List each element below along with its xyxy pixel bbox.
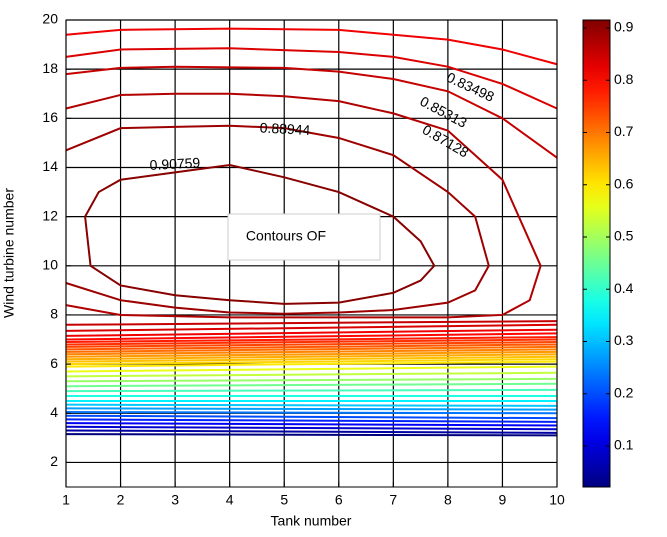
x-tick-label: 5 — [280, 492, 288, 508]
x-tick-label: 10 — [549, 492, 565, 508]
y-tick-label: 6 — [50, 355, 58, 371]
contour-line — [65, 343, 558, 351]
contour-line — [65, 92, 542, 319]
contour-line — [65, 358, 558, 366]
colorbar-tick-label: 0.2 — [614, 384, 634, 400]
annotation: Contours OF — [246, 228, 326, 244]
contour-line — [65, 348, 558, 356]
contour-line — [84, 164, 436, 305]
contour-line — [65, 355, 558, 363]
contour-line — [65, 377, 558, 383]
colorbar — [582, 19, 611, 488]
contour-line — [65, 371, 558, 378]
annotation-box — [227, 213, 381, 261]
colorbar-tick-label: 0.1 — [614, 437, 634, 453]
y-tick-label: 10 — [42, 256, 58, 272]
contour-line — [65, 328, 558, 337]
contour-line — [65, 425, 558, 431]
contour-line — [65, 382, 558, 388]
contour-label: 0.90759 — [149, 154, 201, 173]
x-tick-label: 1 — [62, 492, 70, 508]
x-tick-label: 4 — [226, 492, 234, 508]
x-tick-label: 7 — [389, 492, 397, 508]
x-axis-label: Tank number — [271, 513, 352, 529]
contour-line — [65, 353, 558, 361]
contour-lines — [65, 27, 558, 437]
contour-line — [65, 320, 558, 326]
contour-line — [65, 360, 558, 368]
contour-line — [65, 422, 558, 427]
contour-line — [65, 336, 558, 343]
contour-line — [65, 124, 490, 315]
plot-frame — [65, 19, 558, 488]
contour-label: 0.88944 — [259, 119, 311, 138]
y-axis-label: Wind turbine number — [1, 188, 17, 318]
y-tick-label: 2 — [50, 453, 58, 469]
y-tick-label: 8 — [50, 306, 58, 322]
contour-line — [65, 388, 558, 393]
y-tick-label: 18 — [42, 60, 58, 76]
colorbar-axis: 0.1 0.2 0.3 0.4 0.5 0.6 0.7 0.8 0.9 — [583, 19, 634, 453]
contour-line — [65, 418, 558, 423]
contour-line — [65, 365, 558, 373]
contour-line — [65, 340, 558, 348]
contour-line — [65, 338, 558, 346]
colorbar-tick-label: 0.9 — [614, 19, 634, 35]
contour-line — [65, 407, 558, 411]
colorbar-tick-label: 0.5 — [614, 228, 634, 244]
contour-line — [65, 414, 558, 420]
x-tick-label: 9 — [499, 492, 507, 508]
contour-line — [65, 47, 558, 110]
colorbar-tick-label: 0.8 — [614, 71, 634, 87]
contour-line — [65, 429, 558, 434]
x-tick-label: 2 — [117, 492, 125, 508]
contour-line — [65, 345, 558, 353]
y-tick-label: 14 — [42, 158, 58, 174]
y-tick-label: 20 — [42, 11, 58, 27]
contour-line — [65, 65, 558, 159]
y-tick-label: 16 — [42, 109, 58, 125]
contour-line — [65, 323, 558, 332]
contour-line — [65, 403, 558, 407]
contour-line — [65, 332, 558, 341]
y-tick-label: 4 — [50, 404, 58, 420]
contour-line — [65, 27, 558, 66]
contour-line — [65, 411, 558, 415]
contour-line — [65, 433, 558, 437]
colorbar-tick-label: 0.3 — [614, 332, 634, 348]
x-tick-label: 8 — [444, 492, 452, 508]
x-tick-label: 6 — [335, 492, 343, 508]
colorbar-tick-label: 0.4 — [614, 280, 634, 296]
colorbar-tick-label: 0.6 — [614, 175, 634, 191]
y-tick-label: 12 — [42, 207, 58, 223]
colorbar-tick-label: 0.7 — [614, 123, 634, 139]
x-tick-label: 3 — [171, 492, 179, 508]
contour-line — [65, 350, 558, 358]
